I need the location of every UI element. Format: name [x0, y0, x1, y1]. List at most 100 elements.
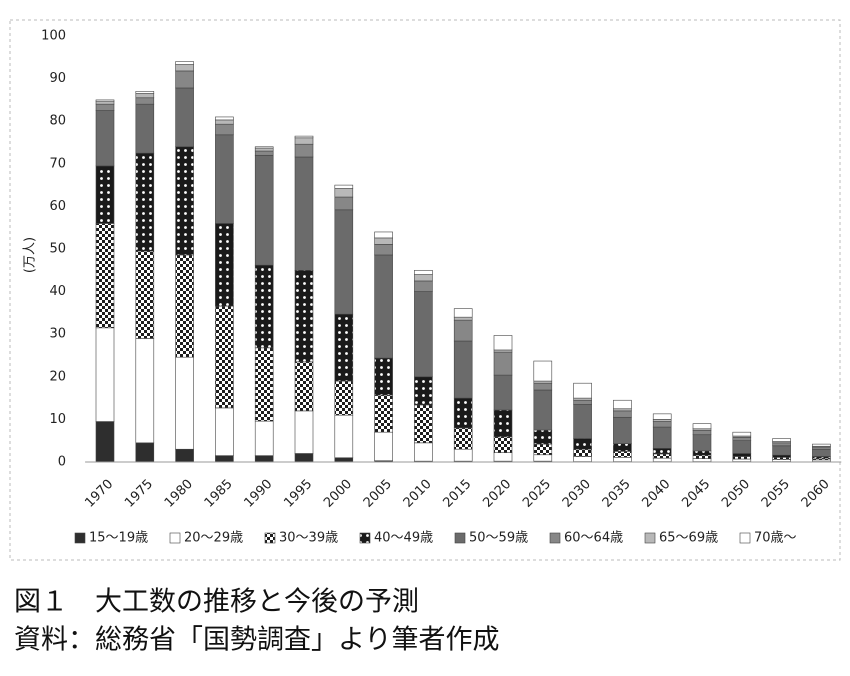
- bar-segment: [175, 254, 194, 358]
- bar-segment: [95, 110, 115, 167]
- x-tick-label: 2030: [560, 477, 594, 511]
- bar-segment: [692, 434, 712, 452]
- y-tick-label: 20: [49, 369, 66, 384]
- legend-label: 65～69歳: [659, 531, 718, 546]
- bar-segment: [95, 223, 115, 329]
- bar-segment: [692, 450, 712, 456]
- bar-segment: [613, 408, 632, 412]
- y-tick-label: 70: [49, 156, 66, 171]
- bar-segment: [135, 97, 155, 105]
- y-tick-label: 80: [49, 114, 66, 129]
- y-axis-label: (万人): [23, 237, 38, 273]
- bar-segment: [294, 143, 314, 158]
- bar-segment: [453, 319, 473, 342]
- bar-segment: [254, 264, 274, 349]
- bar-segment: [414, 404, 433, 444]
- bar-segment: [493, 335, 513, 351]
- bar-segment: [772, 454, 791, 458]
- bar-segment: [374, 237, 393, 245]
- bar-segment: [493, 452, 513, 462]
- bar-segment: [294, 361, 314, 412]
- x-tick-label: 2060: [799, 477, 833, 511]
- legend-label: 70歳～: [754, 531, 797, 546]
- bar-segment: [652, 426, 672, 449]
- y-tick-label: 60: [49, 199, 66, 214]
- bar-segment: [732, 456, 752, 460]
- bar-segment: [652, 419, 672, 422]
- bar-segment: [215, 407, 234, 456]
- legend-swatch: [454, 532, 466, 544]
- bar-segment: [95, 327, 115, 422]
- bar-segment: [414, 442, 433, 462]
- bar-segment: [533, 429, 553, 445]
- bar-segment: [254, 147, 274, 152]
- bar-segment: [374, 394, 393, 433]
- bar-segment: [175, 64, 194, 72]
- bar-segment: [95, 165, 115, 224]
- bar-segment: [374, 244, 393, 256]
- bar-segment: [215, 123, 234, 136]
- bar-segment: [95, 99, 115, 102]
- bar-segment: [254, 150, 274, 156]
- x-tick-label: 2045: [679, 477, 713, 511]
- legend-label: 50～59歳: [469, 531, 528, 546]
- bar-segment: [95, 103, 115, 111]
- bar-segment: [573, 399, 592, 405]
- bar-segment: [453, 448, 473, 462]
- legend-swatch: [359, 532, 371, 544]
- bar-segment: [732, 458, 752, 462]
- bar-segment: [573, 404, 592, 439]
- bar-segment: [334, 380, 354, 416]
- x-tick-label: 1975: [122, 477, 156, 511]
- y-tick-label: 90: [49, 71, 66, 86]
- bar-segment: [732, 440, 752, 454]
- chart-frame: [9, 19, 841, 561]
- bar-segment: [732, 436, 752, 441]
- bar-segment: [135, 442, 155, 463]
- bar-segment: [334, 209, 354, 315]
- bar-segment: [294, 156, 314, 271]
- bar-segment: [613, 457, 632, 462]
- legend-label: 20～29歳: [184, 531, 243, 546]
- bar-segment: [652, 457, 672, 462]
- bar-segment: [772, 442, 791, 447]
- bar-segment: [374, 431, 393, 462]
- bar-segment: [374, 357, 393, 396]
- bar-segment: [692, 454, 712, 459]
- bar-segment: [334, 457, 354, 463]
- bar-segment: [533, 443, 553, 456]
- source: 資料：総務省「国勢調査」より筆者作成: [14, 625, 499, 656]
- bar-segment: [573, 438, 592, 450]
- bar-segment: [294, 135, 314, 139]
- bar-segment: [135, 152, 155, 252]
- bar-segment: [613, 416, 632, 444]
- bar-segment: [493, 436, 513, 453]
- legend-swatch: [739, 532, 751, 544]
- bar-segment: [613, 443, 632, 452]
- bar-segment: [215, 455, 234, 463]
- bar-segment: [254, 455, 274, 463]
- bar-segment: [135, 103, 155, 154]
- bar-segment: [294, 137, 314, 145]
- bar-segment: [692, 458, 712, 462]
- bar-segment: [493, 351, 513, 376]
- legend-label: 40～49歳: [374, 531, 433, 546]
- y-tick-label: 40: [49, 284, 66, 299]
- bar-segment: [135, 250, 155, 339]
- figure-caption: 図１ 大工数の推移と今後の予測: [14, 587, 419, 618]
- x-tick-label: 1985: [202, 477, 236, 511]
- legend-swatch: [644, 532, 656, 544]
- bar-segment: [772, 445, 791, 456]
- bar-segment: [334, 184, 354, 189]
- x-tick-label: 2005: [361, 477, 395, 511]
- bar-segment: [453, 397, 473, 429]
- bar-segment: [692, 430, 712, 436]
- legend-swatch: [264, 532, 276, 544]
- bar-segment: [493, 409, 513, 438]
- bar-segment: [652, 413, 672, 420]
- bar-segment: [95, 100, 115, 105]
- legend-swatch: [549, 532, 561, 544]
- bar-segment: [294, 269, 314, 363]
- x-tick-label: 1990: [241, 477, 275, 511]
